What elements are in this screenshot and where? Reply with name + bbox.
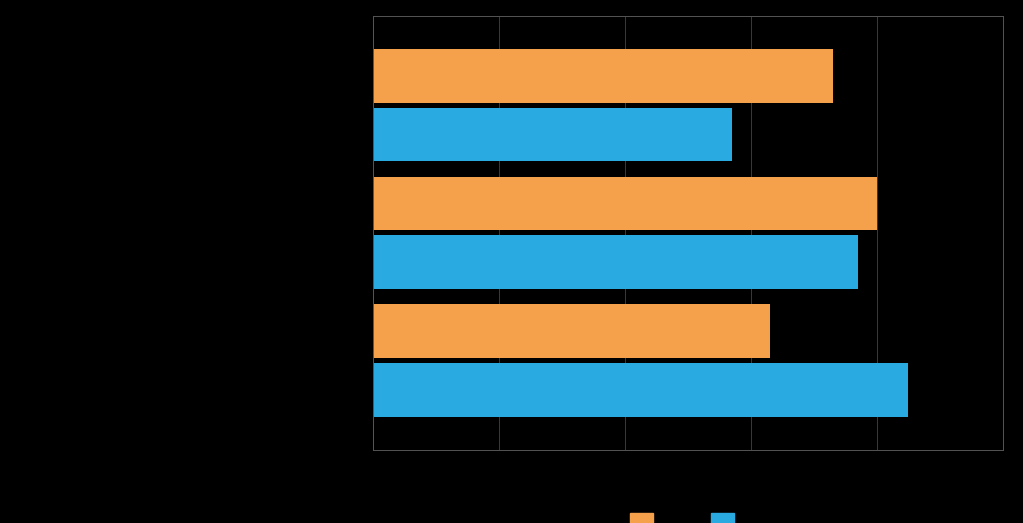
Bar	[373, 49, 833, 103]
Bar	[373, 108, 732, 161]
Bar	[373, 304, 769, 358]
Bar	[373, 363, 908, 417]
Bar	[373, 235, 858, 289]
Bar	[373, 177, 877, 230]
Legend: , : ,	[624, 507, 752, 523]
